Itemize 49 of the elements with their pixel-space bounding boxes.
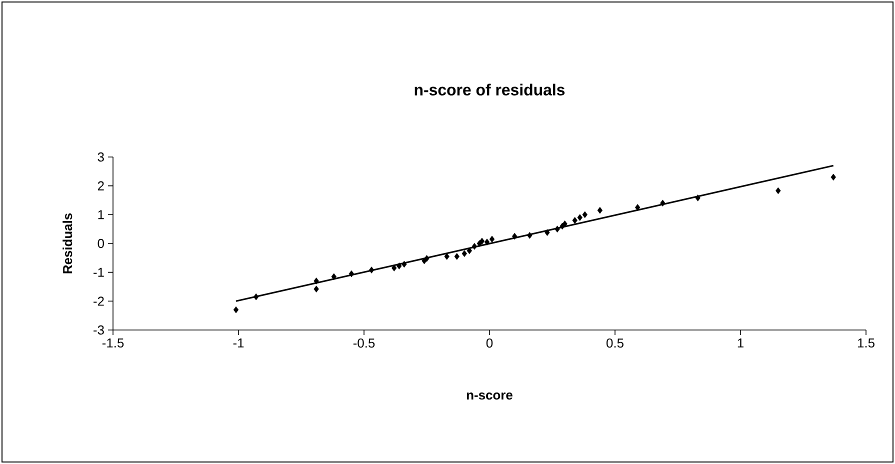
point	[331, 273, 336, 280]
x-tick-label: -0.5	[353, 338, 375, 348]
point	[314, 278, 319, 284]
point	[444, 253, 450, 260]
point	[314, 286, 319, 292]
point	[635, 204, 640, 211]
point	[776, 187, 781, 194]
point	[233, 306, 239, 314]
point	[396, 262, 402, 270]
x-tick-label: 0	[486, 338, 493, 348]
y-tick-label: 3	[98, 152, 104, 162]
point	[577, 214, 582, 221]
point	[597, 206, 603, 214]
point	[368, 266, 374, 274]
point	[479, 238, 485, 245]
chart-title: n-score of residuals	[414, 84, 565, 96]
y-tick-label: -1	[94, 268, 104, 277]
point	[253, 293, 259, 300]
point	[489, 236, 495, 243]
x-tick-label: 1.5	[858, 338, 874, 348]
point	[512, 232, 518, 240]
point	[462, 250, 467, 257]
point	[527, 232, 532, 239]
point	[392, 264, 397, 272]
x-tick-label: 0.5	[606, 338, 624, 348]
x-tick-label: -1.5	[102, 338, 124, 348]
y-axis-title: Residuals	[62, 213, 72, 274]
y-tick-label: 0	[98, 238, 104, 248]
point	[660, 200, 666, 207]
point	[562, 220, 568, 228]
point	[830, 174, 836, 181]
point	[484, 238, 490, 246]
point	[454, 253, 460, 260]
point	[402, 260, 407, 268]
y-tick-label: 1	[98, 210, 104, 220]
point	[695, 194, 700, 202]
point	[472, 242, 478, 250]
y-tick-label: -3	[94, 325, 104, 335]
x-axis-title: n-score	[466, 392, 512, 400]
x-tick-label: 1	[738, 338, 744, 348]
point	[544, 229, 550, 236]
x-tick-label: -1	[233, 338, 244, 348]
point	[582, 211, 588, 218]
point	[424, 255, 430, 262]
point	[572, 217, 578, 224]
point	[348, 270, 354, 278]
y-tick-label: -2	[94, 296, 104, 306]
point	[554, 226, 560, 232]
y-tick-label: 2	[98, 181, 104, 190]
